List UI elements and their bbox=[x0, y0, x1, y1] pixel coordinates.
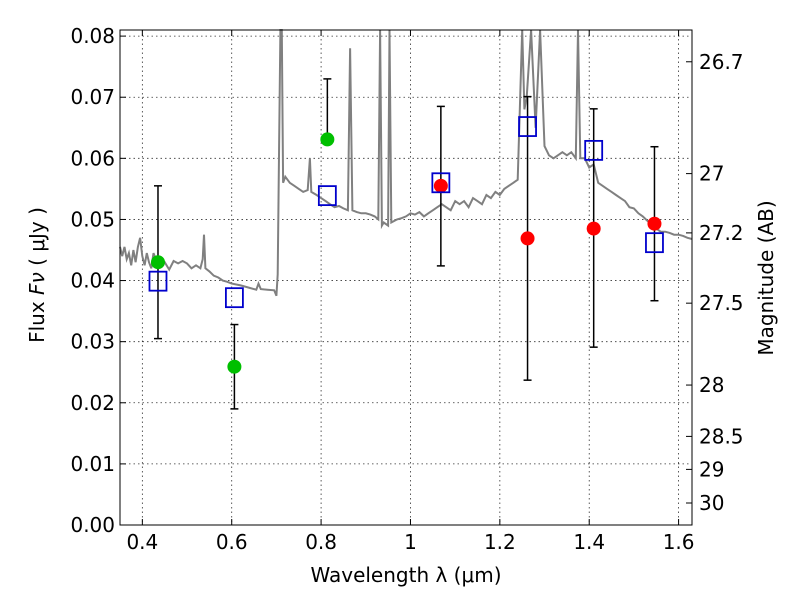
grid bbox=[120, 30, 692, 526]
y-tick-label: 0.01 bbox=[70, 452, 115, 476]
data-point-circle bbox=[227, 359, 242, 374]
y2-tick-label: 28 bbox=[699, 373, 724, 397]
y-tick-label: 0.03 bbox=[70, 330, 115, 354]
y2-tick-label: 27.2 bbox=[699, 221, 744, 245]
data-point-circle bbox=[647, 216, 662, 231]
y-tick-label: 0.02 bbox=[70, 391, 115, 415]
data-point-circle bbox=[150, 255, 165, 270]
data-point-square bbox=[148, 270, 168, 292]
y-axis-label-symbol: Fν bbox=[25, 272, 49, 295]
x-axis-label: Wavelength λ (μm) bbox=[310, 563, 501, 587]
data-markers bbox=[148, 116, 664, 374]
y-axis-label-suffix: ( μJy ) bbox=[25, 207, 49, 272]
data-point-square bbox=[431, 172, 451, 194]
y2-tick-label: 28.5 bbox=[699, 424, 744, 448]
y2-axis-label: Magnitude (AB) bbox=[754, 200, 778, 355]
y-tick-label: 0.07 bbox=[70, 85, 115, 109]
x-tick-label: 1.4 bbox=[573, 530, 605, 554]
y2-tick-label: 30 bbox=[699, 491, 724, 515]
y-tick-label: 0.04 bbox=[70, 269, 115, 293]
x-tick-label: 1 bbox=[404, 530, 417, 554]
data-point-circle bbox=[320, 132, 335, 147]
data-point-circle bbox=[433, 178, 448, 193]
data-point-square bbox=[224, 287, 244, 309]
y-axis-label: Flux Fν ( μJy ) bbox=[25, 207, 49, 343]
model-spectrum-line bbox=[119, 29, 693, 297]
x-tick-label: 0.6 bbox=[216, 530, 248, 554]
model-spectrum bbox=[119, 29, 693, 297]
y-tick-label: 0.08 bbox=[70, 24, 115, 48]
data-point-square bbox=[584, 139, 604, 161]
x-tick-label: 0.4 bbox=[126, 530, 158, 554]
axis-ticks: 0.4 0.6 0.8 1 1.2 1.4 1.6 0.00 0.01 0.02 0.03 0.04 0… bbox=[70, 24, 743, 554]
x-tick-label: 1.2 bbox=[484, 530, 516, 554]
data-point-square bbox=[317, 185, 337, 207]
data-point-square bbox=[645, 232, 664, 254]
error-bars bbox=[153, 78, 659, 410]
y-axis-label-prefix: Flux bbox=[25, 295, 49, 343]
y-tick-label: 0.05 bbox=[70, 207, 115, 231]
y-tick-label: 0.00 bbox=[70, 513, 115, 537]
y2-tick-label: 26.7 bbox=[699, 50, 744, 74]
x-tick-label: 1.6 bbox=[663, 530, 695, 554]
plot-frame bbox=[119, 29, 693, 526]
y2-tick-label: 27 bbox=[699, 162, 724, 186]
x-tick-label: 0.8 bbox=[305, 530, 337, 554]
data-point-circle bbox=[520, 231, 535, 246]
data-point-square bbox=[518, 116, 537, 137]
y-tick-label: 0.06 bbox=[70, 146, 115, 170]
data-point-circle bbox=[586, 221, 601, 236]
y2-tick-label: 27.5 bbox=[699, 291, 744, 315]
y2-tick-label: 29 bbox=[699, 457, 724, 481]
